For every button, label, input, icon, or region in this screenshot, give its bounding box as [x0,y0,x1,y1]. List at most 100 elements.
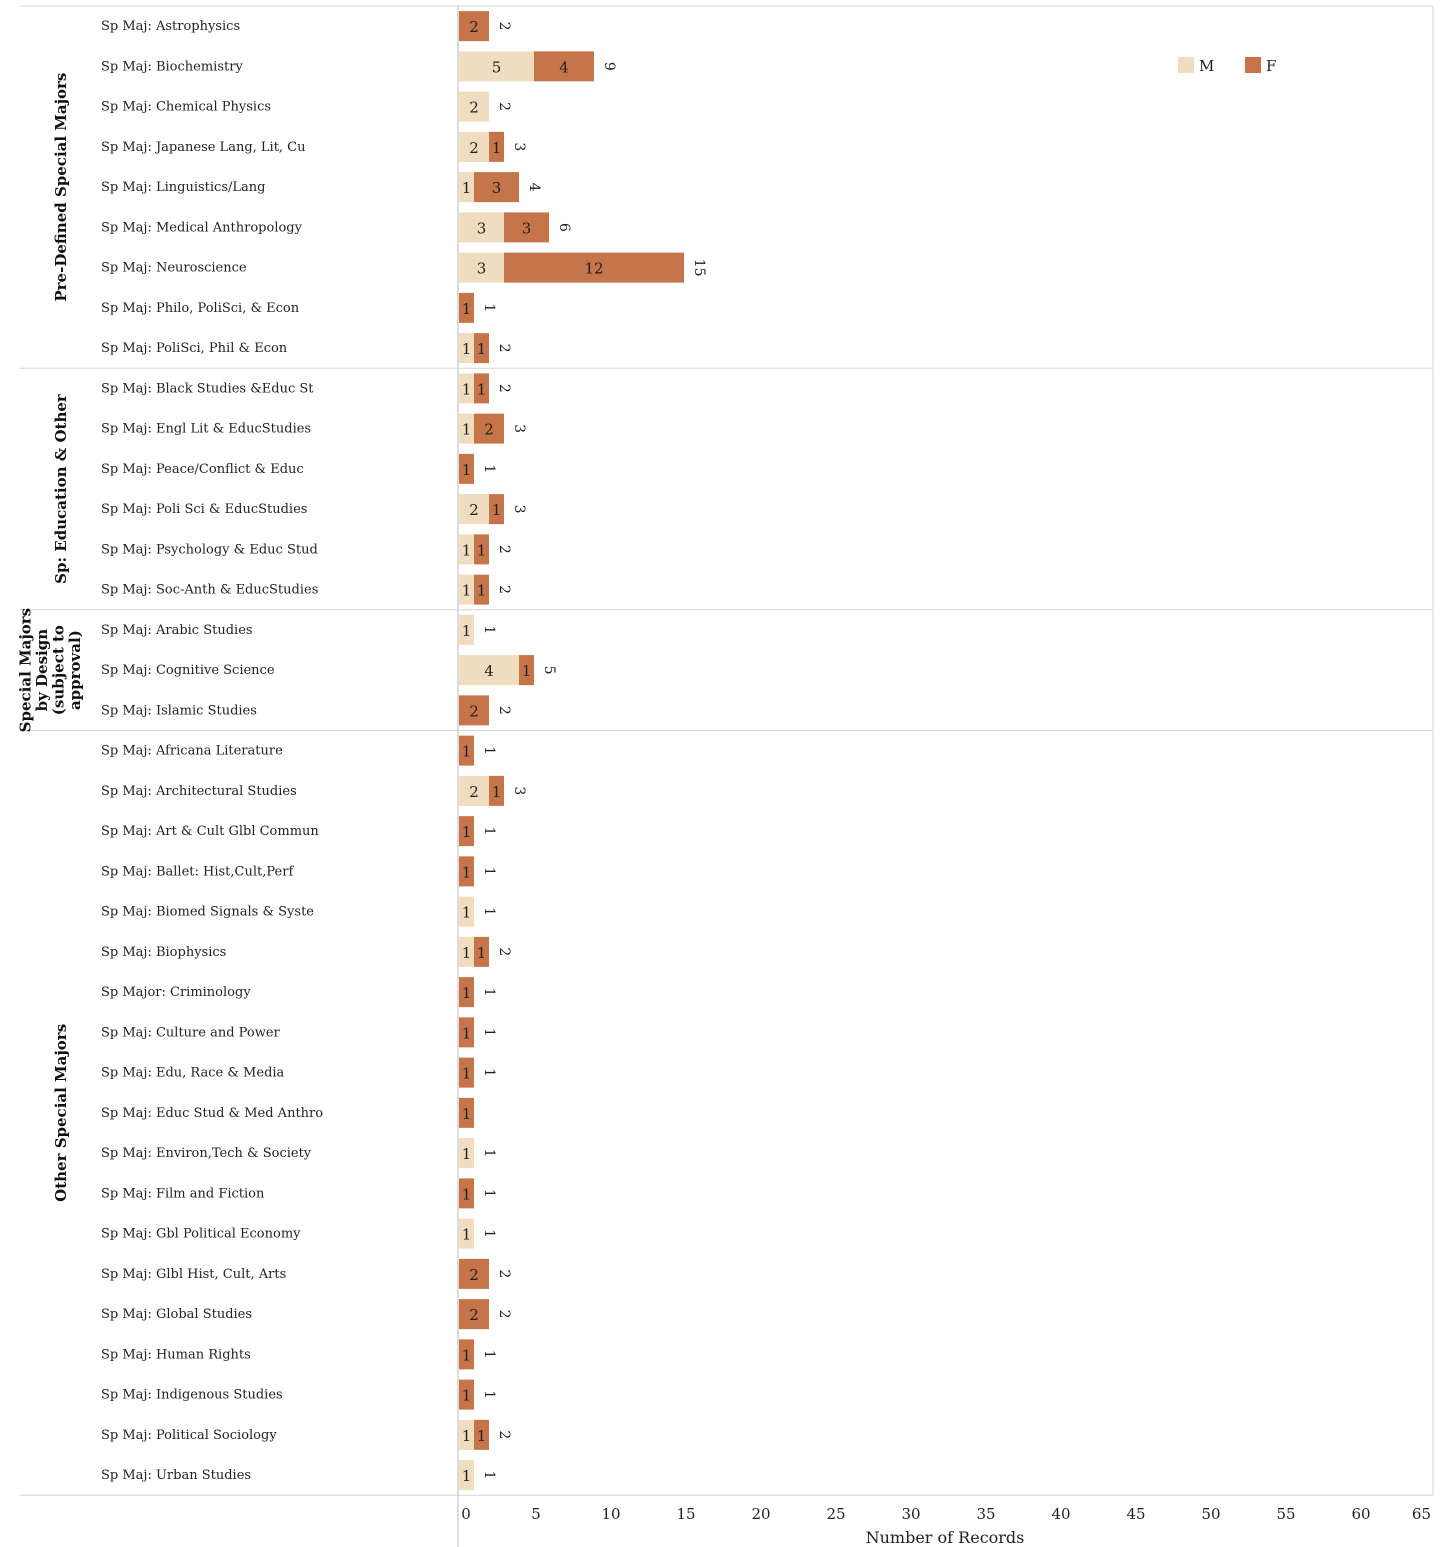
bar-total-label: 1 [481,625,497,634]
bar-m-value-label: 1 [462,944,472,962]
bar-f-value-label: 1 [477,1427,487,1445]
row-label: Sp Maj: Psychology & Educ Stud [101,542,318,557]
row-label: Sp Maj: Engl Lit & EducStudies [101,422,311,437]
bar-total-label: 9 [601,62,617,71]
bar-total-label: 5 [541,666,557,675]
group-label-line: by Design [33,629,51,712]
row-label: Sp Maj: Edu, Race & Media [101,1066,285,1081]
bar-m [459,131,489,162]
x-tick-label: 45 [1126,1505,1145,1523]
bar-f-value-label: 1 [462,863,472,881]
bar-f-value-label: 1 [462,1105,472,1123]
bar-f [504,252,684,283]
x-axis-title: Number of Records [866,1528,1025,1547]
bar-total-label: 1 [481,746,497,755]
bar-f [459,695,489,726]
row-label: Sp Major: Criminology [101,985,251,1000]
bar-f-value-label: 1 [462,300,472,318]
bar-m [459,1419,474,1450]
bar-m [459,1218,474,1249]
bar-total-label: 2 [496,1310,512,1319]
row-label: Sp Maj: Cognitive Science [101,663,275,678]
bar-total-label: 3 [511,142,527,151]
bar-total-label: 1 [481,867,497,876]
bar-f-value-label: 1 [492,139,502,157]
bar-f-value-label: 1 [462,823,472,841]
row-label: Sp Maj: Linguistics/Lang [101,180,265,195]
row-label: Sp Maj: Islamic Studies [101,703,257,718]
bar-m [459,574,474,605]
bar-total-label: 2 [496,585,512,594]
group-label-line: approval) [66,630,84,710]
bar-m-value-label: 1 [462,904,472,922]
bar-f [459,1097,474,1128]
bar-total-label: 1 [481,1229,497,1238]
bar-m-value-label: 1 [462,1467,472,1485]
bar-f-value-label: 1 [492,501,502,519]
bar-f [519,655,534,686]
row-label: Sp Maj: Gbl Political Economy [101,1227,301,1242]
bar-f-value-label: 2 [469,702,479,720]
bar-f [459,977,474,1008]
bar-f [459,816,474,847]
x-tick-label: 55 [1276,1505,1295,1523]
bar-m-value-label: 1 [462,179,472,197]
bar-m [459,373,474,404]
bar-m [459,172,474,203]
row-label: Sp Maj: PoliSci, Phil & Econ [101,341,288,356]
bar-f [504,212,549,243]
legend-swatch-m [1178,57,1194,73]
group-label-line: (subject to [49,625,67,715]
x-tick-label: 20 [751,1505,770,1523]
bar-total-label: 2 [496,706,512,715]
bar-m [459,1460,474,1491]
bar-f [474,534,489,565]
bar-total-label: 1 [481,988,497,997]
bar-m-value-label: 1 [462,380,472,398]
bar-f-value-label: 1 [462,1024,472,1042]
x-axis: Number of Records 0 5 10 15 20 25 30 35 40 45 50 55… [461,1505,1431,1547]
bar-total-label: 2 [496,545,512,554]
bar-f-value-label: 1 [477,944,487,962]
bar-m-value-label: 3 [477,219,487,237]
row-label: Sp Maj: Political Sociology [101,1428,277,1443]
x-tick-label: 25 [826,1505,845,1523]
bar-f-value-label: 1 [477,340,487,358]
bar-f-value-label: 1 [492,783,502,801]
bar-m-value-label: 1 [462,622,472,640]
bar-m [459,252,504,283]
x-tick-label: 15 [676,1505,695,1523]
bar-total-label: 1 [481,827,497,836]
legend-swatch-f [1245,57,1261,73]
bar-f-value-label: 1 [477,541,487,559]
bar-f [459,1258,489,1289]
row-label: Sp Maj: Environ,Tech & Society [101,1146,312,1161]
bar-m [459,494,489,525]
x-tick-label: 30 [901,1505,920,1523]
bar-m-value-label: 2 [469,139,479,157]
bar-total-label: 3 [511,424,527,433]
bar-total-label: 1 [481,303,497,312]
bar-total-label: 1 [481,1189,497,1198]
group-label: Sp: Education & Other [52,393,70,584]
bar-f [459,856,474,887]
bar-f-value-label: 4 [559,58,569,76]
bar-m [459,534,474,565]
legend-label-m: M [1199,57,1214,75]
bar-total-label: 6 [556,223,572,232]
bar-f-value-label: 1 [462,1065,472,1083]
row-label: Sp Maj: Japanese Lang, Lit, Cu [101,140,306,155]
bar-m-value-label: 2 [469,783,479,801]
bar-f [459,735,474,766]
bar-m [459,91,489,122]
bar-f [459,1299,489,1330]
legend-label-f: F [1266,57,1276,75]
bar-m [459,212,504,243]
bar-f-value-label: 3 [522,219,532,237]
bar-m [459,413,474,444]
row-label: Sp Maj: Global Studies [101,1307,252,1322]
chart-frame [20,5,1434,1547]
bar-f-value-label: 1 [462,743,472,761]
row-label: Sp Maj: Peace/Conflict & Educ [101,462,304,477]
legend: M F [1178,57,1276,75]
